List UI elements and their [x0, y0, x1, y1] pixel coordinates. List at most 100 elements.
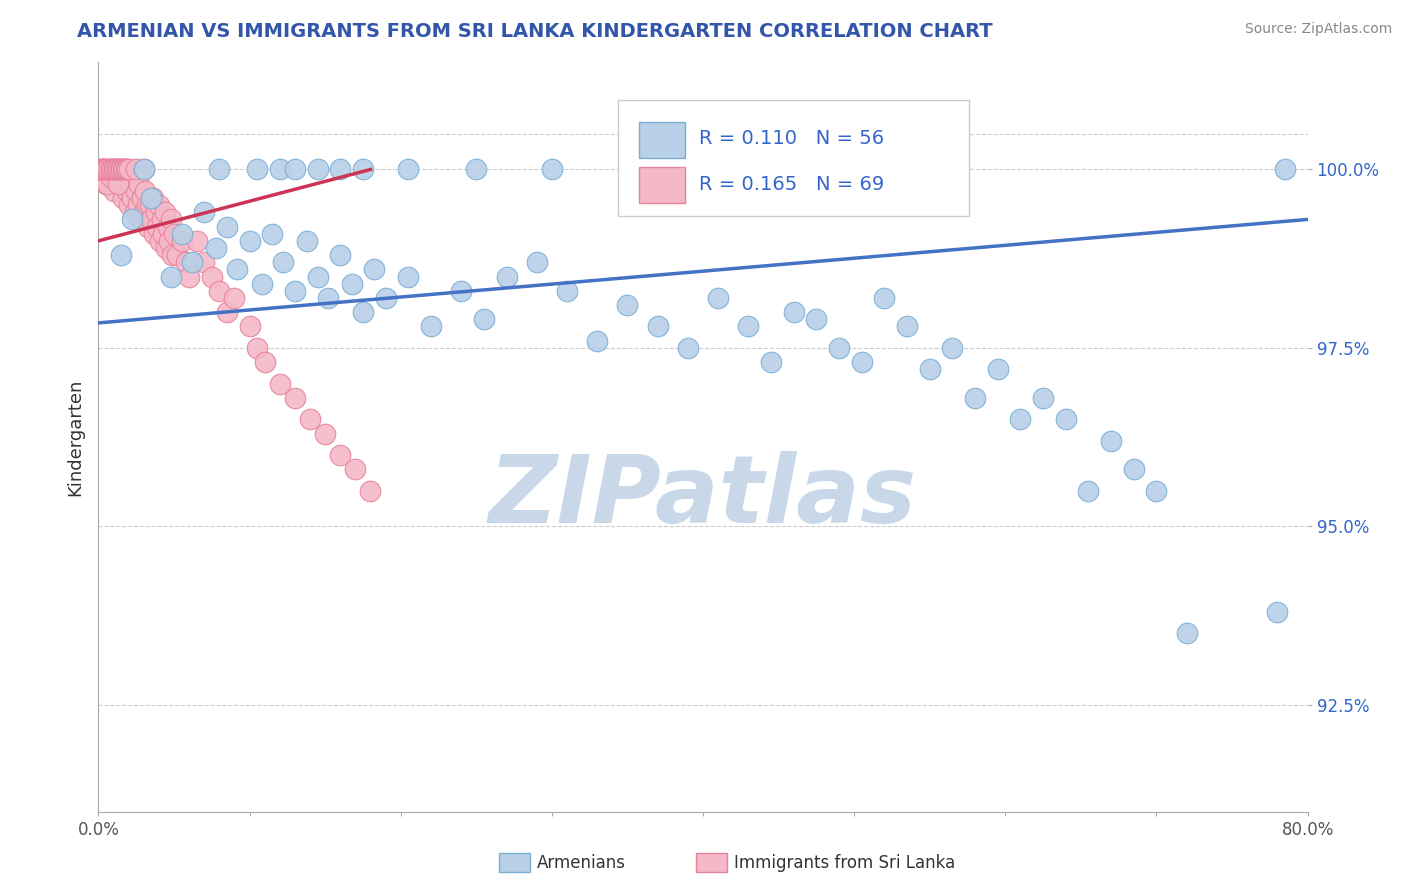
- Point: [374, 291, 396, 305]
- Point: [105, 169, 128, 184]
- Point: [166, 248, 188, 262]
- Bar: [638, 122, 685, 159]
- Point: [759, 355, 782, 369]
- Point: [93, 162, 115, 177]
- Point: [1146, 483, 1168, 498]
- Point: [1054, 412, 1077, 426]
- Point: [94, 177, 117, 191]
- Point: [122, 169, 145, 184]
- Point: [262, 227, 284, 241]
- Point: [115, 162, 138, 177]
- Point: [193, 205, 215, 219]
- Point: [239, 234, 262, 248]
- Point: [93, 162, 115, 177]
- Point: [271, 255, 294, 269]
- Point: [186, 234, 208, 248]
- Point: [89, 162, 111, 177]
- Point: [896, 319, 918, 334]
- Point: [143, 227, 166, 241]
- Point: [828, 341, 851, 355]
- Point: [647, 319, 669, 334]
- Point: [139, 198, 162, 212]
- Point: [783, 305, 806, 319]
- Point: [1032, 391, 1054, 405]
- Point: [120, 177, 142, 191]
- Y-axis label: Kindergarten: Kindergarten: [66, 378, 84, 496]
- Point: [360, 483, 382, 498]
- Point: [737, 319, 759, 334]
- Point: [160, 269, 183, 284]
- Point: [90, 169, 112, 184]
- Point: [110, 177, 132, 191]
- Point: [135, 198, 157, 212]
- Point: [965, 391, 987, 405]
- Text: ARMENIAN VS IMMIGRANTS FROM SRI LANKA KINDERGARTEN CORRELATION CHART: ARMENIAN VS IMMIGRANTS FROM SRI LANKA KI…: [77, 22, 993, 41]
- Point: [132, 205, 155, 219]
- Point: [352, 305, 374, 319]
- Point: [329, 162, 352, 177]
- Point: [112, 162, 135, 177]
- Point: [136, 219, 159, 234]
- Point: [152, 227, 174, 241]
- Point: [329, 448, 352, 462]
- Point: [179, 269, 201, 284]
- Point: [101, 162, 124, 177]
- Point: [94, 162, 117, 177]
- Point: [1122, 462, 1144, 476]
- Point: [108, 162, 131, 177]
- Point: [396, 162, 419, 177]
- Text: ZIPatlas: ZIPatlas: [489, 451, 917, 543]
- Point: [114, 162, 136, 177]
- Point: [342, 277, 364, 291]
- Point: [624, 162, 647, 177]
- Point: [96, 162, 118, 177]
- Point: [100, 169, 122, 184]
- Point: [208, 162, 231, 177]
- Point: [132, 162, 155, 177]
- Point: [616, 298, 638, 312]
- Point: [269, 162, 291, 177]
- Text: Source: ZipAtlas.com: Source: ZipAtlas.com: [1244, 22, 1392, 37]
- Point: [676, 341, 699, 355]
- Text: R = 0.165   N = 69: R = 0.165 N = 69: [699, 175, 884, 194]
- Point: [159, 234, 181, 248]
- Point: [174, 255, 197, 269]
- Point: [110, 248, 132, 262]
- Point: [150, 212, 173, 227]
- Text: R = 0.110   N = 56: R = 0.110 N = 56: [699, 129, 884, 148]
- Point: [526, 255, 548, 269]
- Point: [160, 212, 183, 227]
- Point: [307, 269, 329, 284]
- Point: [145, 205, 167, 219]
- Point: [141, 191, 163, 205]
- Point: [707, 291, 730, 305]
- Point: [134, 184, 156, 198]
- Point: [142, 191, 165, 205]
- Point: [125, 184, 148, 198]
- Point: [299, 412, 322, 426]
- Point: [246, 341, 269, 355]
- Point: [90, 162, 112, 177]
- Point: [941, 341, 963, 355]
- Point: [128, 177, 150, 191]
- Point: [1175, 626, 1198, 640]
- Point: [125, 162, 148, 177]
- Point: [149, 234, 172, 248]
- Point: [314, 426, 336, 441]
- Point: [396, 269, 419, 284]
- Point: [107, 177, 129, 191]
- Point: [752, 162, 775, 177]
- Point: [129, 212, 152, 227]
- Point: [226, 262, 249, 277]
- Point: [208, 284, 231, 298]
- Point: [239, 319, 262, 334]
- Point: [295, 234, 318, 248]
- Point: [987, 362, 1010, 376]
- Point: [112, 169, 135, 184]
- Point: [307, 162, 329, 177]
- Point: [344, 462, 367, 476]
- Point: [108, 162, 131, 177]
- Point: [103, 162, 125, 177]
- Point: [450, 284, 472, 298]
- Point: [155, 241, 177, 255]
